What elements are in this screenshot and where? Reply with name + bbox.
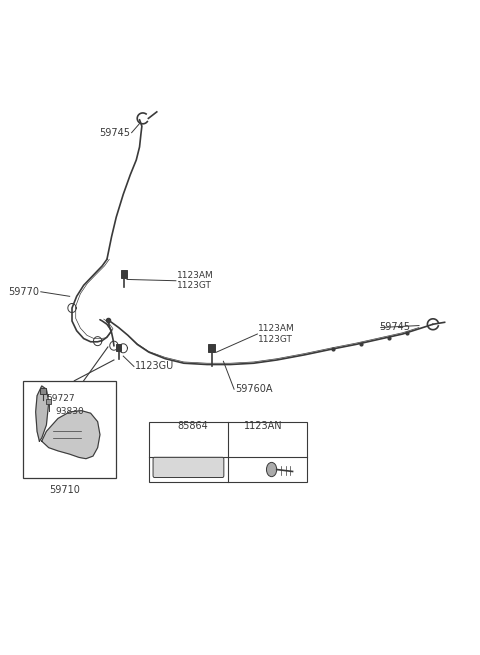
Text: 59745: 59745	[379, 322, 410, 333]
Polygon shape	[36, 386, 48, 441]
Polygon shape	[42, 411, 100, 458]
Bar	[208, 344, 215, 352]
Text: 59770: 59770	[9, 287, 39, 297]
Bar	[149, 422, 307, 482]
Text: 59745: 59745	[99, 128, 130, 138]
Text: 93830: 93830	[56, 407, 84, 417]
Text: 1123AM
1123GT: 1123AM 1123GT	[258, 324, 295, 344]
Circle shape	[266, 462, 276, 477]
Text: 1123GU: 1123GU	[135, 362, 174, 371]
Text: 59760A: 59760A	[235, 384, 273, 394]
Bar	[121, 271, 127, 278]
Text: 59727: 59727	[47, 394, 75, 403]
FancyBboxPatch shape	[153, 457, 224, 477]
Text: 59710: 59710	[49, 485, 81, 495]
Bar	[23, 381, 116, 478]
Bar	[116, 345, 121, 351]
Text: 1123AN: 1123AN	[244, 421, 282, 431]
Text: 1123AM
1123GT: 1123AM 1123GT	[177, 271, 214, 290]
Bar	[40, 388, 46, 394]
Bar	[47, 399, 51, 404]
Text: 85864: 85864	[178, 421, 208, 431]
